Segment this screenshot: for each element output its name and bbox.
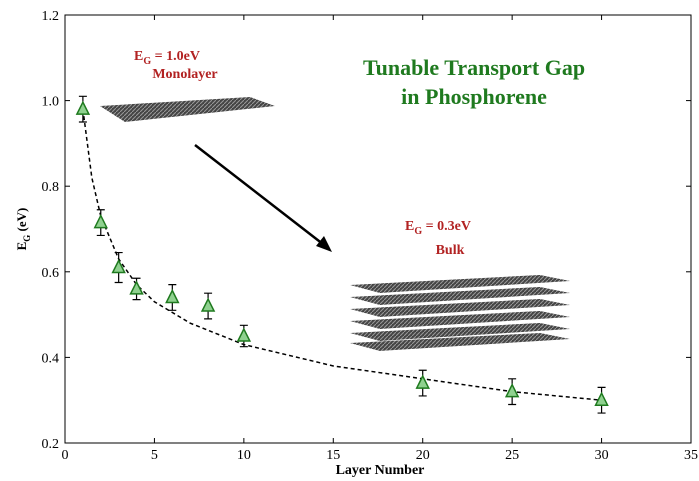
value: = 0.3eV bbox=[422, 219, 471, 234]
data-point bbox=[77, 102, 89, 114]
page: Tunable Transport Gap in Phosphorene EG … bbox=[0, 0, 699, 481]
x-tick-label: 20 bbox=[416, 448, 430, 463]
monolayer-label: EG = 1.0eV bbox=[134, 49, 200, 67]
y-tick-label: 0.2 bbox=[42, 437, 60, 452]
chart-title: in Phosphorene bbox=[401, 84, 547, 109]
data-point bbox=[166, 290, 178, 302]
monolayer-caption: Monolayer bbox=[152, 67, 217, 82]
arrow bbox=[195, 145, 332, 252]
data-point bbox=[202, 299, 214, 311]
data-point bbox=[238, 329, 250, 341]
x-tick-label: 30 bbox=[595, 448, 609, 463]
x-tick-label: 15 bbox=[326, 448, 340, 463]
data-point bbox=[95, 216, 107, 228]
data-point bbox=[417, 376, 429, 388]
monolayer-image bbox=[100, 97, 275, 122]
symbol: E bbox=[134, 49, 143, 64]
x-tick-label: 25 bbox=[505, 448, 519, 463]
chart: Tunable Transport Gap in Phosphorene EG … bbox=[0, 0, 699, 481]
bulk-label: EG = 0.3eV bbox=[405, 219, 471, 237]
y-tick-label: 0.6 bbox=[42, 266, 60, 281]
y-tick-label: 0.8 bbox=[42, 180, 60, 195]
symbol: E bbox=[405, 219, 414, 234]
x-tick-label: 5 bbox=[151, 448, 158, 463]
y-tick-label: 0.4 bbox=[42, 351, 60, 366]
y-tick-label: 1.2 bbox=[42, 9, 60, 24]
fit-curve bbox=[83, 109, 602, 400]
unit: (eV) bbox=[14, 208, 29, 235]
symbol: E bbox=[14, 242, 29, 251]
bulk-caption: Bulk bbox=[436, 243, 465, 258]
data-point bbox=[113, 261, 125, 273]
bulk-image bbox=[350, 275, 570, 351]
subscript: G bbox=[22, 235, 32, 242]
data-point bbox=[506, 385, 518, 397]
value: = 1.0eV bbox=[151, 49, 200, 64]
x-tick-label: 0 bbox=[62, 448, 69, 463]
y-axis-label: EG (eV) bbox=[14, 208, 32, 251]
x-axis-label: Layer Number bbox=[336, 463, 425, 478]
x-tick-label: 35 bbox=[684, 448, 698, 463]
chart-title: Tunable Transport Gap bbox=[363, 55, 585, 80]
x-tick-label: 10 bbox=[237, 448, 251, 463]
y-tick-label: 1.0 bbox=[42, 95, 60, 110]
